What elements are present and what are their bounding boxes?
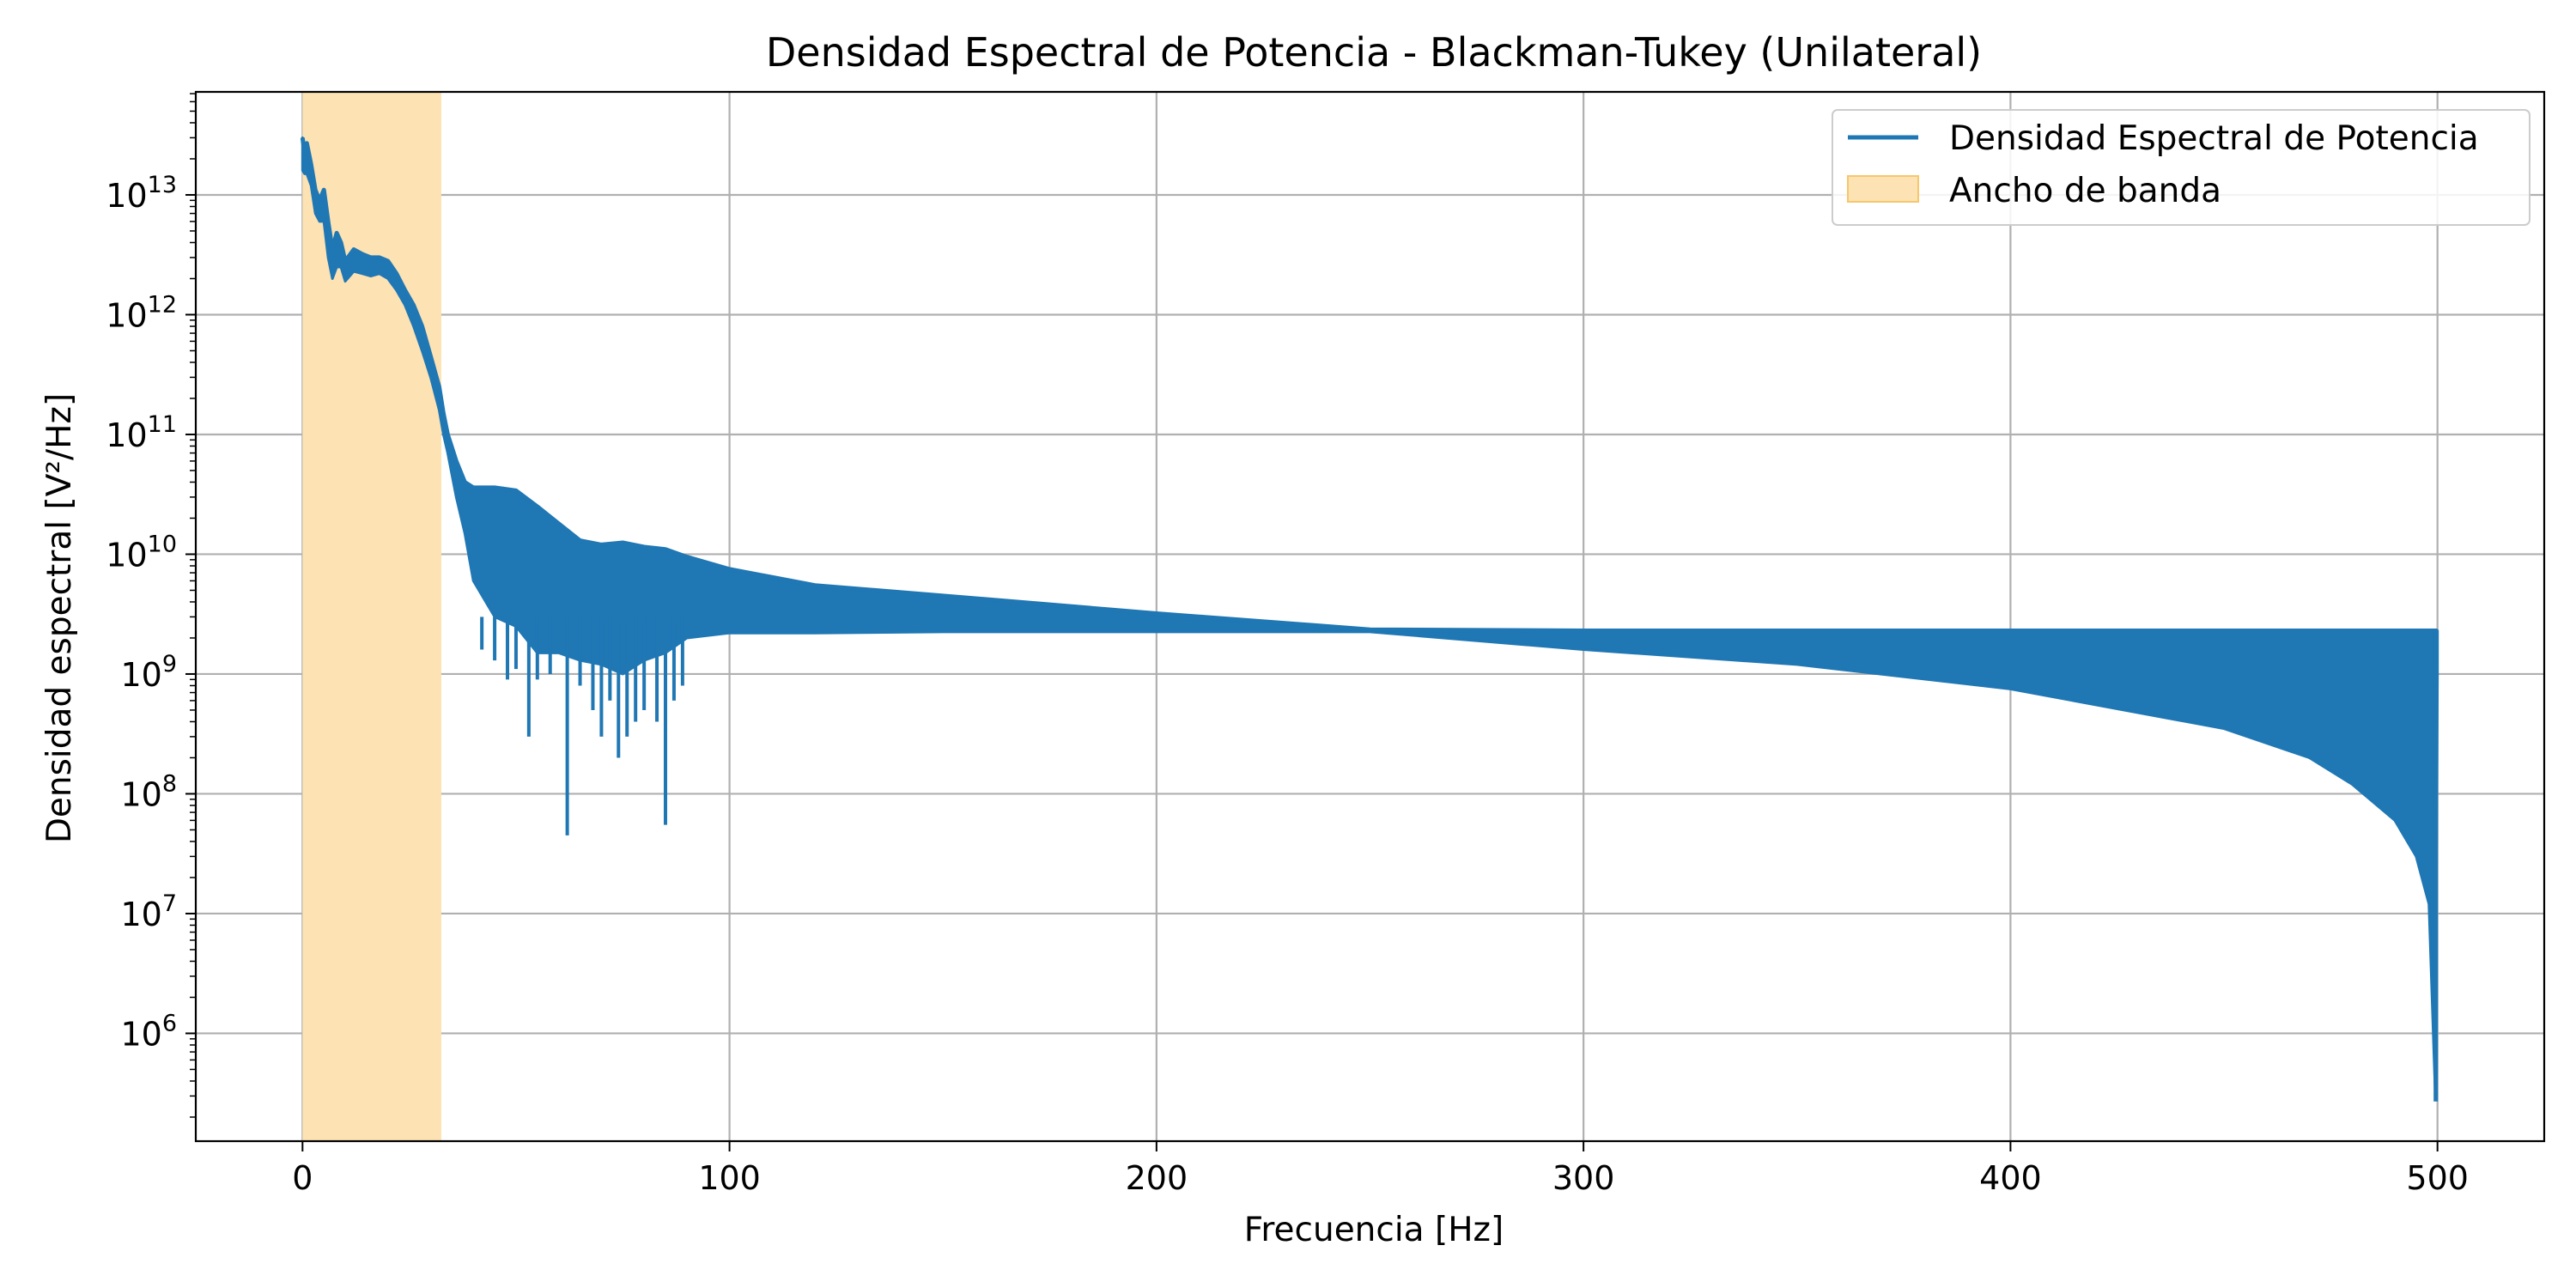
x-tick-label: 100 [698, 1159, 761, 1197]
legend-label-psd: Densidad Espectral de Potencia [1949, 119, 2479, 158]
bandwidth-band-layer [302, 92, 441, 1141]
psd-line [300, 137, 2438, 633]
bandwidth-band [302, 92, 441, 1141]
x-axis-ticks: 0 100 200 300 400 500 [292, 1141, 2469, 1197]
x-tick-label: 400 [1979, 1159, 2042, 1197]
y-axis-label: Densidad espectral [V²/Hz] [40, 393, 79, 843]
x-tick-label: 0 [292, 1159, 313, 1197]
x-tick-label: 500 [2406, 1159, 2469, 1197]
chart-title: Densidad Espectral de Potencia - Blackma… [766, 29, 1982, 76]
series-layer [300, 136, 2439, 1102]
legend: Densidad Espectral de Potencia Ancho de … [1832, 109, 2530, 226]
y-tick-label: 106 [120, 1010, 177, 1053]
legend-label-bandwidth: Ancho de banda [1949, 172, 2221, 210]
legend-patch-swatch [1847, 175, 1919, 203]
x-axis-label: Frecuencia [Hz] [1244, 1211, 1504, 1249]
x-tick-label: 200 [1126, 1159, 1188, 1197]
x-tick-label: 300 [1552, 1159, 1615, 1197]
legend-box [1832, 109, 2530, 226]
